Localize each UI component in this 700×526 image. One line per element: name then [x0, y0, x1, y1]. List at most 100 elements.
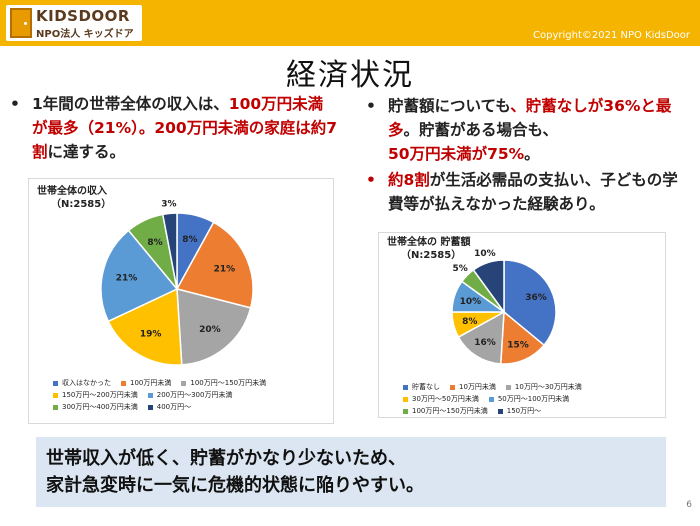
- legend-swatch: [53, 392, 58, 398]
- bullet-income: • 1年間の世帯全体の収入は、100万円未満が最多（21%）。200万円未満の家…: [10, 92, 337, 164]
- income-legend: 収入はなかった 100万円未満 100万円～150万円未満 150万円～200万円未満…: [53, 377, 331, 413]
- legend-item-6: 400万円～: [147, 401, 192, 413]
- legend-label: 100万円未満: [130, 379, 172, 387]
- savings-pie: 36% 15% 16% 8% 10% 5% 10%: [451, 249, 557, 365]
- pie-label-5: 5%: [453, 264, 468, 274]
- legend-label: 貯蓄なし: [412, 383, 440, 391]
- bullet-savings-highlight-2: 50万円未満が75%: [388, 145, 525, 163]
- bullet-income-highlight: 100万円未満が最多（21%）。200万円未満の家庭は約7割: [32, 95, 337, 161]
- legend-label: 100万円～150万円未満: [190, 379, 267, 387]
- legend-label: 200万円～300万円未満: [156, 391, 233, 399]
- legend-swatch: [147, 392, 153, 398]
- legend-swatch: [488, 396, 494, 402]
- legend-swatch: [497, 408, 503, 414]
- pie-label-1: 21%: [214, 264, 236, 274]
- pie-slice-6: [161, 212, 178, 290]
- legend-item-4: 200万円～300万円未満: [147, 389, 233, 401]
- bullet-savings-highlight-1: 、貯蓄なしが36%と最多: [388, 97, 672, 139]
- legend-label: 150万円～200万円未満: [62, 391, 138, 399]
- pie-label-5: 8%: [147, 238, 162, 248]
- savings-chart-title-text: 世帯全体の 貯蓄額: [387, 237, 471, 248]
- pie-slice-1: [175, 221, 254, 309]
- bullet-hardship-text: が生活必需品の支払い、子どもの学費等が払えなかった経験あり。: [388, 171, 678, 213]
- legend-item-1: 100万円未満: [121, 377, 171, 389]
- legend-label: 収入はなかった: [62, 379, 111, 387]
- bullet-savings-text-1: 貯蓄額についても: [388, 97, 511, 115]
- summary-line-1: 世帯収入が低く、貯蓄がかなり少ないため、: [46, 448, 406, 469]
- logo-main-text: KIDSDOOR: [36, 7, 130, 25]
- pie-label-2: 20%: [199, 325, 221, 335]
- door-icon: [10, 8, 32, 38]
- income-chart-subtitle: （N:2585）: [51, 199, 112, 210]
- legend-item-0: 収入はなかった: [53, 377, 111, 389]
- pie-label-0: 8%: [182, 235, 197, 245]
- income-chart: 世帯全体の収入 （N:2585） 8% 21% 20% 19% 21% 8% 3% 収入はな…: [28, 178, 334, 424]
- pie-slice-6: [472, 259, 505, 315]
- pie-slice-3: [107, 287, 183, 366]
- bullet-hardship-highlight: 約8割: [388, 171, 430, 189]
- legend-label: 400万円～: [156, 403, 192, 411]
- savings-chart-subtitle: （N:2585）: [401, 250, 462, 261]
- pie-label-6: 10%: [474, 249, 496, 259]
- income-pie: 8% 21% 20% 19% 21% 8% 3%: [100, 199, 254, 366]
- income-chart-title-text: 世帯全体の収入: [37, 186, 107, 197]
- pie-label-6: 3%: [161, 199, 176, 209]
- bullet-savings-text-3: 。: [524, 145, 540, 163]
- savings-chart: 世帯全体の 貯蓄額 （N:2585） 36% 15% 16% 8% 10% 5% 10% 貯…: [378, 232, 666, 418]
- income-chart-title: 世帯全体の収入 （N:2585）: [37, 185, 111, 211]
- legend-label: 100万円～150万円未満: [412, 407, 488, 415]
- legend-swatch: [53, 380, 58, 386]
- summary-line-2: 家計急変時に一気に危機的状態に陥りやすい。: [46, 475, 424, 496]
- savings-chart-title: 世帯全体の 貯蓄額 （N:2585）: [387, 236, 470, 262]
- legend-swatch: [403, 396, 408, 402]
- legend-item-6: 150万円～: [497, 405, 542, 417]
- pie-label-0: 36%: [525, 293, 547, 303]
- bullet-savings: • 貯蓄額についても、貯蓄なしが36%と最多。貯蓄がある場合も、 50万円未満が7…: [366, 94, 688, 166]
- bullet-dot: •: [10, 95, 20, 113]
- legend-item-3: 30万円～50万円未満: [403, 393, 479, 405]
- pie-label-3: 8%: [462, 317, 477, 327]
- legend-label: 30万円～50万円未満: [412, 395, 479, 403]
- legend-swatch: [181, 380, 187, 386]
- legend-item-2: 100万円～150万円未満: [181, 377, 266, 389]
- bullet-income-text-2: に達する。: [47, 143, 126, 161]
- pie-slice-1: [499, 310, 546, 365]
- legend-swatch: [147, 404, 153, 410]
- summary-box: 世帯収入が低く、貯蓄がかなり少ないため、 家計急変時に一気に危機的状態に陥りやす…: [36, 437, 666, 507]
- pie-slice-2: [457, 310, 505, 365]
- legend-item-4: 50万円～100万円未満: [488, 393, 570, 405]
- pie-slice-0: [503, 259, 557, 347]
- legend-item-5: 300万円～400万円未満: [53, 401, 138, 413]
- bullet-hardship: • 約8割が生活必需品の支払い、子どもの学費等が払えなかった経験あり。: [366, 168, 693, 216]
- pie-label-4: 10%: [460, 297, 482, 307]
- legend-item-1: 10万円未満: [450, 381, 496, 393]
- pie-slice-2: [176, 288, 252, 366]
- savings-legend: 貯蓄なし 10万円未満 10万円～30万円未満 30万円～50万円未満 50万円～100…: [403, 381, 665, 417]
- legend-label: 50万円～100万円未満: [497, 395, 570, 403]
- pie-label-4: 21%: [116, 274, 138, 284]
- legend-swatch: [403, 384, 408, 390]
- bullet-income-text-1: 1年間の世帯全体の収入は、: [32, 95, 229, 113]
- copyright-text: Copyright©2021 NPO KidsDoor: [533, 30, 690, 41]
- logo-sub-text: NPO法人 キッズドア: [36, 29, 134, 40]
- kidsdoor-logo: KIDSDOOR NPO法人 キッズドア: [6, 5, 142, 41]
- pie-label-3: 19%: [140, 329, 162, 339]
- legend-swatch: [505, 384, 511, 390]
- pie-slice-4: [100, 229, 179, 323]
- legend-label: 150万円～: [506, 407, 542, 415]
- page-number: 6: [686, 500, 692, 510]
- legend-swatch: [53, 404, 58, 410]
- header-bar: KIDSDOOR NPO法人 キッズドア Copyright©2021 NPO …: [0, 0, 700, 46]
- legend-item-5: 100万円～150万円未満: [403, 405, 488, 417]
- legend-item-3: 150万円～200万円未満: [53, 389, 138, 401]
- legend-item-2: 10万円～30万円未満: [505, 381, 582, 393]
- legend-swatch: [403, 408, 408, 414]
- bullet-dot: •: [366, 97, 376, 115]
- slide-title: 経済状況: [286, 58, 414, 93]
- pie-label-2: 16%: [474, 338, 496, 348]
- bullet-dot: •: [366, 171, 376, 189]
- legend-item-0: 貯蓄なし: [403, 381, 440, 393]
- legend-swatch: [450, 384, 455, 390]
- legend-swatch: [121, 380, 126, 386]
- legend-label: 10万円～30万円未満: [514, 383, 582, 391]
